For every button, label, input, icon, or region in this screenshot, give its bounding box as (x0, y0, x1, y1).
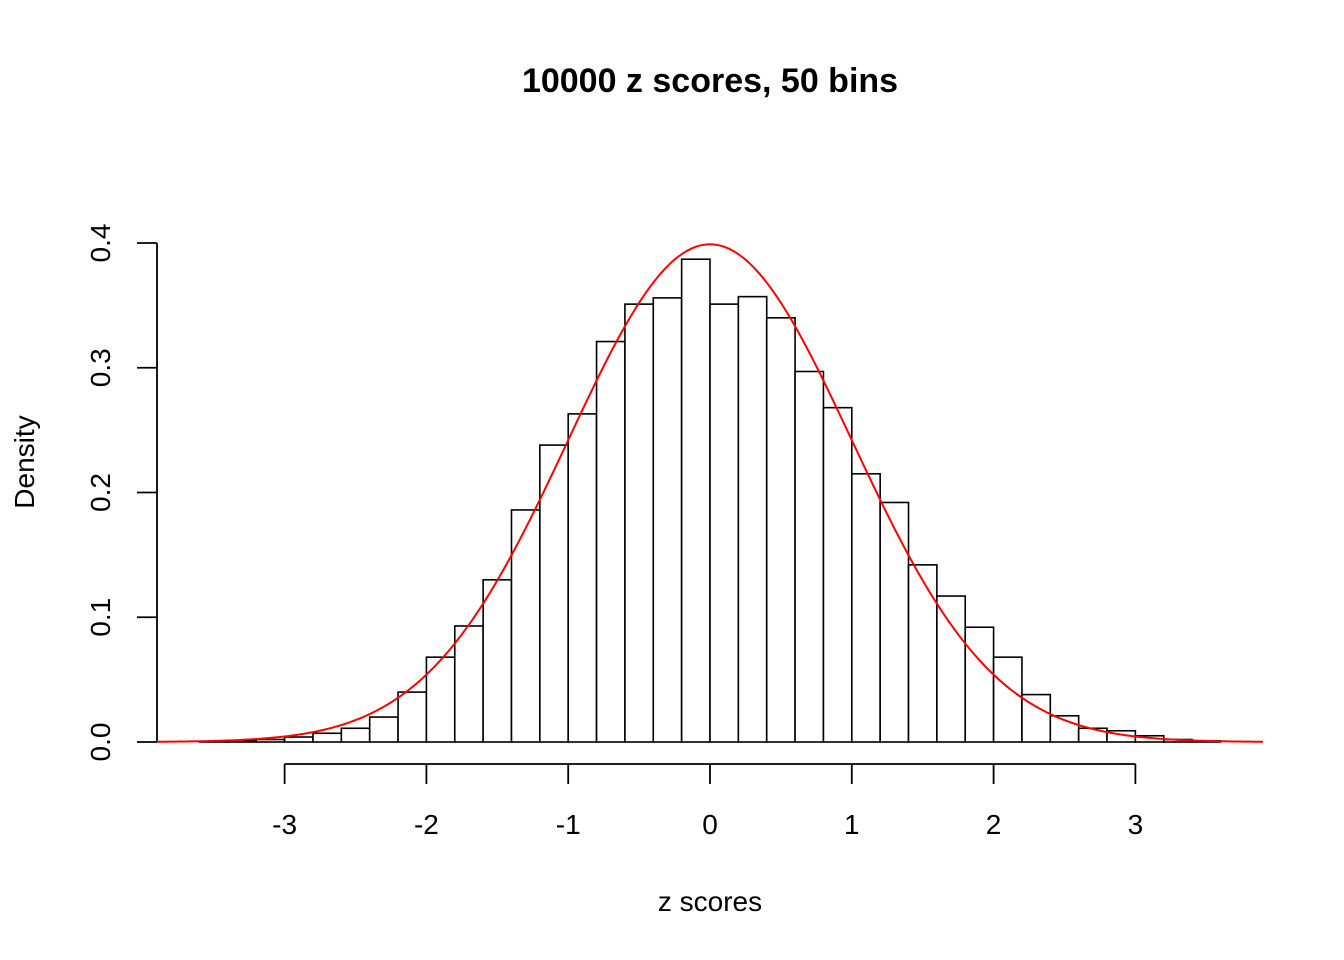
histogram-bar (879, 501, 910, 743)
histogram-bar (283, 736, 314, 743)
x-tick-label: -1 (556, 809, 581, 840)
x-tick-label: -3 (272, 809, 297, 840)
histogram-bar (794, 370, 825, 743)
y-tick-label: 0.1 (85, 598, 116, 637)
y-tick-label: 0.0 (85, 723, 116, 762)
histogram-bar (340, 727, 371, 743)
histogram-bar (397, 691, 428, 743)
histogram-bar (709, 303, 740, 743)
histogram-bar (1021, 693, 1052, 743)
histogram-bar (482, 579, 513, 743)
histogram-bar (510, 509, 541, 743)
histogram-bar (567, 413, 598, 743)
histogram-bar (992, 656, 1023, 743)
y-tick-label: 0.2 (85, 473, 116, 512)
y-tick-label: 0.3 (85, 348, 116, 387)
histogram-bar (936, 595, 967, 743)
histogram-bar (907, 564, 938, 743)
x-tick-label: 1 (844, 809, 860, 840)
x-tick-label: 0 (702, 809, 718, 840)
x-axis: -3 -2 -1 0 1 2 3 (272, 763, 1144, 840)
histogram-bar (822, 406, 853, 743)
x-tick-label: 3 (1128, 809, 1144, 840)
x-tick-label: 2 (986, 809, 1002, 840)
histogram-bar (595, 340, 626, 743)
histogram-bar (652, 297, 683, 743)
histogram-bar (765, 317, 796, 743)
histogram-bar (624, 303, 655, 743)
histogram-bar (850, 472, 881, 743)
histogram-bars (198, 258, 1222, 743)
chart-title: 10000 z scores, 50 bins (522, 62, 898, 100)
y-axis: 0.0 0.1 0.2 0.3 0.4 (85, 224, 158, 762)
x-axis-label: z scores (658, 886, 762, 917)
x-tick-label: -2 (414, 809, 439, 840)
histogram-bar (312, 732, 343, 743)
histogram-bar (680, 258, 711, 743)
histogram-bar (964, 626, 995, 743)
y-tick-label: 0.4 (85, 224, 116, 263)
histogram-bar (255, 738, 286, 743)
normal-density-curve (156, 243, 1264, 743)
y-axis-label: Density (9, 415, 40, 508)
histogram-bar (737, 295, 768, 743)
histogram-bar (453, 625, 484, 743)
histogram-bar (368, 716, 399, 743)
